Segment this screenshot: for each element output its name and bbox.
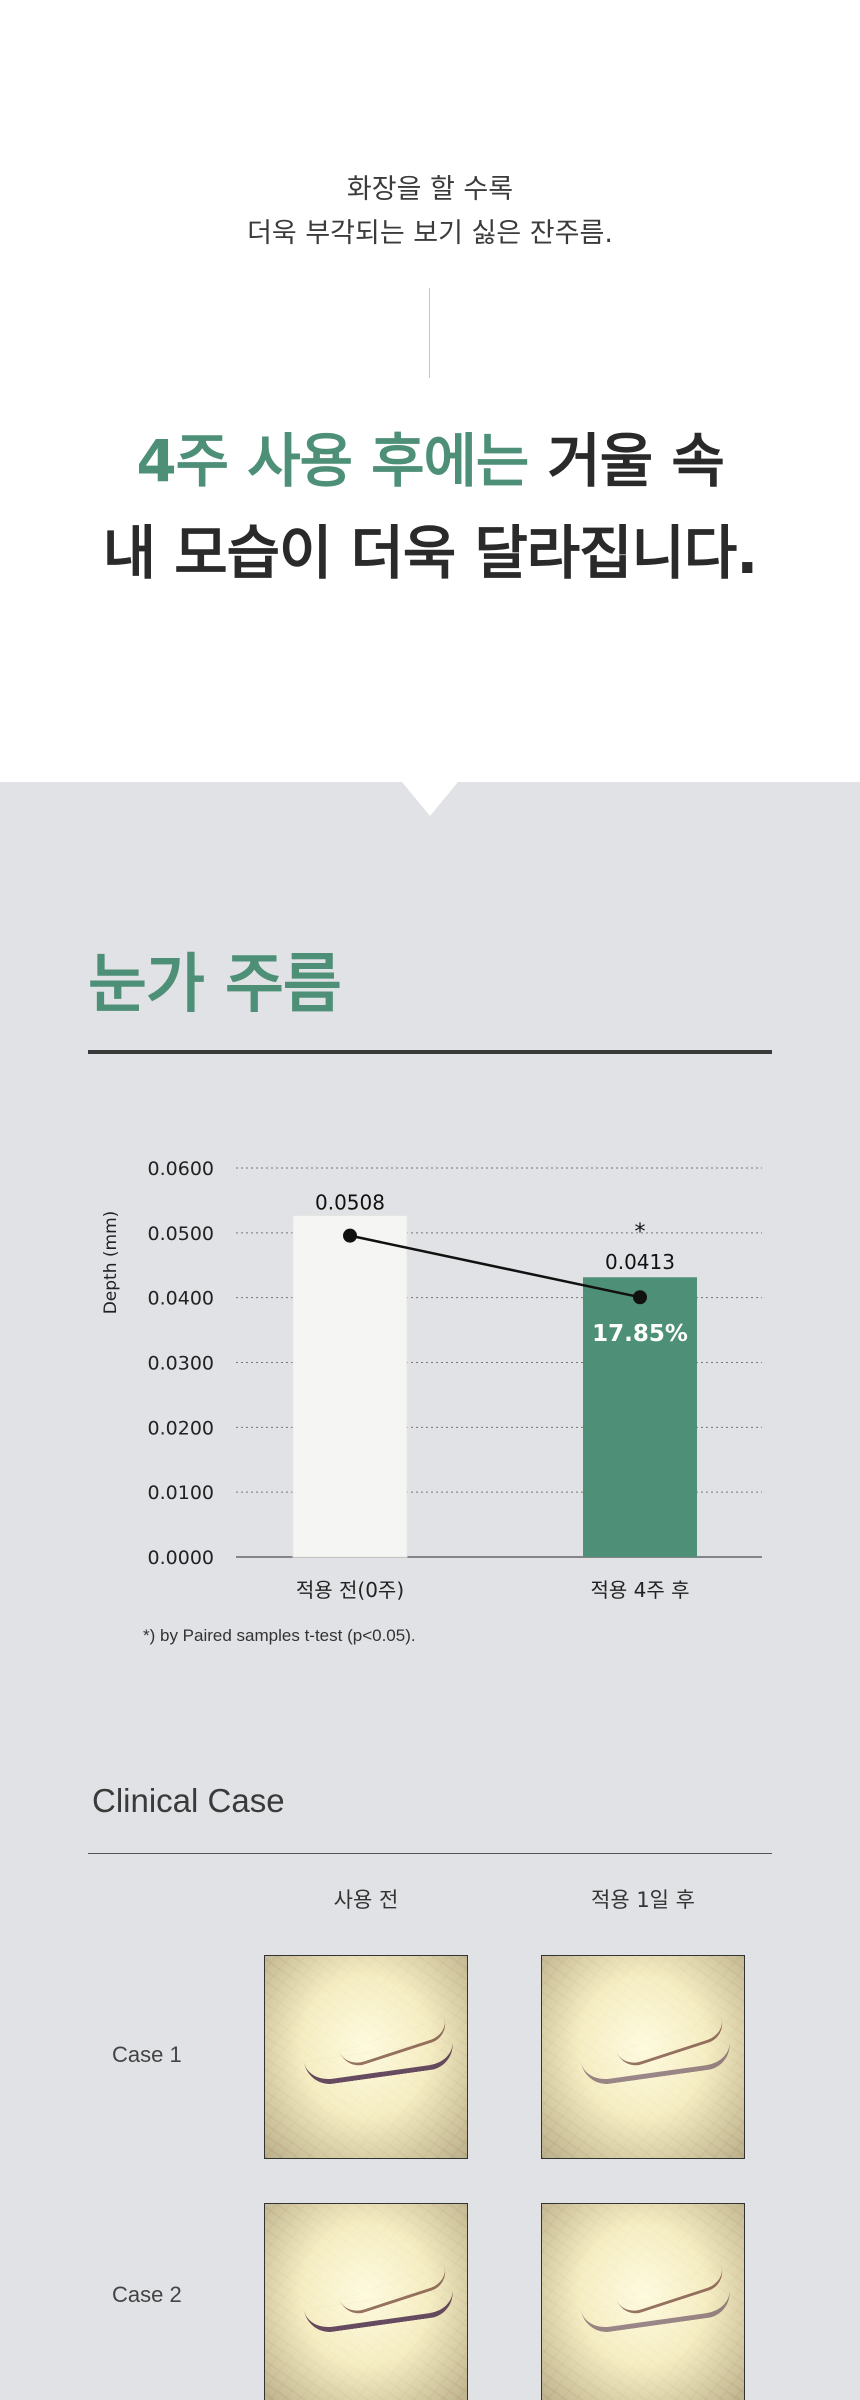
data-label: 0.0508	[315, 1191, 385, 1215]
headline-accent: 4주 사용 후에는	[136, 427, 529, 495]
column-header-after: 적용 1일 후	[591, 1888, 695, 1912]
section-rule	[88, 1050, 772, 1054]
clinical-case-title: Clinical Case	[92, 1782, 285, 1819]
case-2-before-photo	[264, 2203, 468, 2400]
bar-1	[292, 1215, 408, 1558]
y-axis-label: Depth (mm)	[101, 1211, 121, 1315]
headline-line-1-rest: 거울 속	[528, 427, 724, 495]
x-tick-label: 적용 전(0주)	[296, 1578, 404, 1602]
headline-line-1: 4주 사용 후에는 거울 속	[0, 416, 860, 506]
data-label: 0.0413	[605, 1250, 675, 1274]
intro-line-1: 화장을 할 수록	[346, 174, 514, 205]
x-tick-label: 적용 4주 후	[590, 1578, 689, 1602]
headline-line-2: 내 모습이 더욱 달라집니다.	[102, 519, 759, 587]
footnote: *) by Paired samples t-test (p<0.05).	[143, 1626, 416, 1645]
reduction-label: 17.85%	[592, 1321, 688, 1347]
intro-line-2: 더욱 부각되는 보기 싫은 잔주름.	[247, 218, 613, 249]
trend-point	[343, 1228, 357, 1243]
y-tick-label: 0.0400	[148, 1288, 214, 1310]
y-tick-label: 0.0200	[148, 1417, 214, 1439]
wrinkle-depth-chart: 0.0000 0.0100 0.0200 0.0300 0.0400 0.0500 0.06…	[90, 1140, 790, 1620]
y-tick-label: 0.0300	[148, 1353, 214, 1375]
trend-line	[349, 1234, 641, 1299]
y-tick-label: 0.0100	[148, 1482, 214, 1504]
row-label-case-1: Case 1	[112, 2042, 182, 2067]
significance-marker: *	[635, 1220, 646, 1245]
chart-svg: 0.0000 0.0100 0.0200 0.0300 0.0400 0.0500 0.06…	[101, 1158, 762, 1602]
column-header-before: 사용 전	[333, 1888, 399, 1912]
y-tick-label: 0.0600	[148, 1158, 214, 1180]
section-notch	[402, 782, 458, 816]
y-tick-label: 0.0000	[148, 1547, 214, 1569]
case-1-before-photo	[264, 1955, 468, 2159]
intro-section	[0, 0, 860, 782]
case-2-after-photo	[541, 2203, 745, 2400]
vertical-divider	[429, 288, 430, 378]
y-tick-label: 0.0500	[148, 1223, 214, 1245]
row-label-case-2: Case 2	[112, 2282, 182, 2307]
case-1-after-photo	[541, 1955, 745, 2159]
clinical-case-rule	[88, 1853, 772, 1854]
section-title: 눈가 주름	[88, 948, 342, 1022]
trend-point	[633, 1290, 647, 1305]
bar-2	[583, 1277, 697, 1557]
